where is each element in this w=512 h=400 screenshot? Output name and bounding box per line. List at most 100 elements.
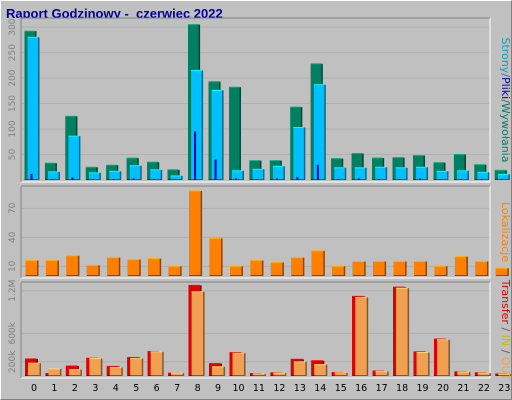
- bar-pages: [214, 159, 217, 180]
- bar-pages: [480, 178, 483, 180]
- bar-locations: [495, 268, 508, 275]
- bar-transfer: [437, 339, 449, 375]
- bar-transfer: [477, 373, 490, 375]
- bar-locations: [148, 258, 160, 275]
- legend-label-part: Lokalizacje: [499, 202, 512, 262]
- bar-pages: [68, 136, 79, 179]
- legend-label-part: /: [499, 73, 512, 77]
- bar-pages: [211, 90, 223, 179]
- bar-pages: [27, 37, 38, 179]
- bar-pages: [191, 70, 202, 179]
- legend-label-part: Transfer: [499, 279, 512, 325]
- bar-pages: [91, 178, 94, 180]
- bar-pages: [354, 167, 366, 179]
- bar-pages: [419, 178, 422, 180]
- bar-pages: [334, 167, 345, 179]
- bar-locations: [168, 266, 181, 275]
- bar-pages: [477, 172, 488, 179]
- y-tick-label-transfer: 1.2M: [8, 280, 18, 302]
- bar-pages: [375, 167, 386, 179]
- bar-locations: [414, 261, 426, 275]
- bar-pages: [316, 164, 319, 180]
- x-tick-label: 17: [376, 383, 388, 394]
- x-tick-label: 6: [154, 383, 160, 394]
- bar-locations: [86, 265, 99, 275]
- x-tick-label: 23: [498, 383, 510, 394]
- bar-transfer: [293, 361, 306, 375]
- legend-label-part: /: [499, 346, 512, 357]
- bar-locations: [291, 257, 303, 275]
- bar-locations: [189, 190, 201, 275]
- bar-pages: [150, 169, 161, 179]
- bar-locations: [45, 260, 58, 275]
- bar-pages: [439, 178, 442, 180]
- bar-transfer: [109, 367, 122, 375]
- legend-label-2: Transfer / IN / OUT: [499, 279, 512, 381]
- bar-pages: [30, 173, 33, 180]
- bar-transfer: [68, 369, 81, 375]
- legend-label-part: Wywołania: [499, 103, 512, 163]
- bar-locations: [352, 261, 365, 275]
- bar-transfer: [355, 297, 367, 375]
- bar-pages: [416, 167, 427, 179]
- legend-label-part: Pliki: [499, 77, 512, 99]
- bar-locations: [475, 261, 487, 275]
- y-tick-label-locations: 10: [8, 260, 18, 272]
- bar-transfer: [171, 373, 183, 375]
- bar-pages: [252, 169, 263, 179]
- x-tick-label: 14: [314, 383, 326, 394]
- bar-transfer: [334, 372, 347, 375]
- bar-transfer: [273, 373, 285, 375]
- bar-pages: [313, 84, 325, 179]
- bar-pages: [235, 178, 237, 180]
- x-tick-label: 0: [31, 383, 37, 394]
- x-tick-label: 20: [437, 383, 449, 394]
- legend-label-part: IN: [499, 335, 512, 346]
- bar-pages: [47, 171, 59, 179]
- legend-label-part: /: [499, 99, 512, 103]
- bar-pages: [459, 178, 462, 180]
- bar-locations: [434, 266, 446, 275]
- bar-locations: [66, 255, 78, 275]
- bar-transfer: [457, 372, 469, 375]
- bar-transfer: [252, 373, 265, 375]
- bar-pages: [170, 175, 182, 179]
- bar-locations: [25, 260, 37, 275]
- x-tick-label: 5: [133, 383, 139, 394]
- y-tick-label-pages: 300: [8, 18, 18, 35]
- bar-locations: [393, 261, 406, 275]
- bar-locations: [454, 256, 467, 275]
- bar-pages: [293, 127, 304, 179]
- bar-pages: [378, 178, 381, 180]
- bar-pages: [351, 153, 363, 179]
- bar-pages: [436, 171, 447, 179]
- legend-label-part: /: [499, 324, 512, 335]
- y-tick-label-locations: 70: [8, 202, 18, 214]
- bar-pages: [129, 165, 141, 179]
- bar-locations: [332, 266, 344, 275]
- bar-pages: [456, 170, 468, 179]
- bar-pages: [296, 176, 299, 180]
- bar-pages: [255, 178, 258, 180]
- x-tick-label: 15: [335, 383, 347, 394]
- bar-transfer: [28, 363, 40, 375]
- legend-label-1: Lokalizacje: [499, 202, 512, 262]
- y-tick-label-pages: 100: [8, 120, 18, 137]
- bar-locations: [127, 259, 140, 275]
- bar-pages: [167, 169, 179, 179]
- y-tick-label-transfer: 600k: [8, 321, 18, 344]
- bar-transfer-shadow: [498, 374, 512, 376]
- bar-pages: [50, 178, 53, 180]
- bar-pages: [44, 163, 56, 179]
- x-tick-label: 11: [253, 383, 265, 394]
- x-tick-label: 8: [195, 383, 201, 394]
- x-tick-label: 2: [72, 383, 78, 394]
- x-tick-label: 10: [232, 383, 244, 394]
- x-tick-label: 19: [417, 383, 429, 394]
- bar-transfer: [396, 288, 408, 375]
- bar-locations: [270, 262, 283, 275]
- bar-pages: [275, 178, 278, 180]
- x-tick-label: 9: [215, 383, 221, 394]
- bar-transfer: [48, 368, 60, 375]
